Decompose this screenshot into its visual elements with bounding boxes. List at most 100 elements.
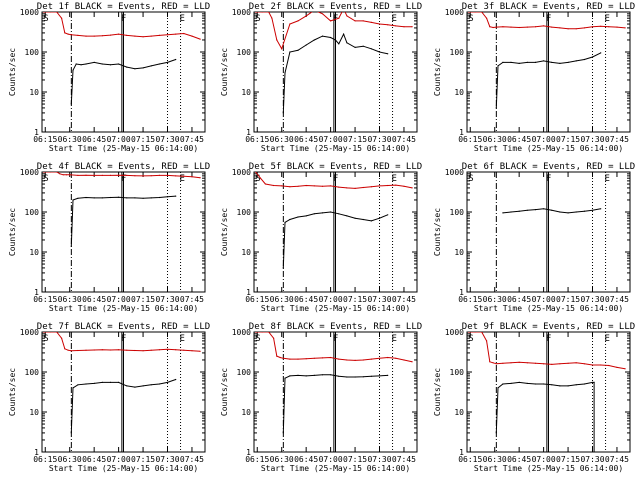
- data-point: [134, 197, 136, 199]
- marker-label: S: [43, 14, 48, 24]
- y-tick-label: 100: [25, 208, 40, 217]
- data-point: [510, 61, 512, 64]
- marker-label: F: [121, 174, 126, 184]
- data-point: [321, 374, 324, 376]
- data-point: [624, 368, 626, 370]
- x-tick-label: 06:45: [294, 295, 318, 304]
- data-point: [370, 375, 372, 377]
- marker-label: E: [605, 14, 610, 24]
- marker-label: S: [255, 174, 260, 184]
- data-point: [305, 184, 307, 187]
- data-point: [543, 208, 545, 210]
- data-point: [261, 332, 263, 333]
- data-point: [330, 356, 332, 359]
- data-point: [297, 216, 299, 218]
- data-point: [583, 210, 586, 212]
- x-tick-label: 07:00: [532, 295, 556, 304]
- data-point: [616, 26, 618, 28]
- marker-label: S: [255, 334, 260, 344]
- y-tick-label: 1: [459, 448, 464, 457]
- data-point: [526, 61, 528, 64]
- data-point: [70, 350, 72, 352]
- y-tick-label: 10: [241, 248, 251, 257]
- data-point: [346, 15, 348, 17]
- data-point: [334, 39, 337, 41]
- data-point: [150, 35, 152, 37]
- data-point: [495, 432, 497, 434]
- data-point: [199, 177, 201, 179]
- data-point: [510, 382, 512, 384]
- y-axis-label: Counts/sec: [220, 368, 229, 416]
- x-tick-label: 06:30: [270, 135, 294, 144]
- y-tick-label: 10: [241, 408, 251, 417]
- data-point: [395, 357, 397, 359]
- y-axis-label: Counts/sec: [433, 208, 442, 256]
- y-tick-label: 10: [454, 88, 464, 97]
- data-point: [330, 36, 332, 39]
- data-point: [158, 174, 160, 176]
- data-point: [591, 26, 594, 28]
- data-point: [118, 196, 120, 198]
- x-tick-label: 07:15: [343, 455, 367, 464]
- marker-label: E: [180, 14, 185, 24]
- data-point: [134, 68, 136, 70]
- y-tick-label: 10: [241, 88, 251, 97]
- data-point: [403, 26, 405, 28]
- x-tick-label: 07:00: [532, 455, 556, 464]
- data-point: [330, 20, 332, 22]
- y-tick-label: 10: [29, 408, 39, 417]
- data-point: [362, 218, 364, 221]
- data-point: [600, 25, 602, 27]
- data-point: [268, 12, 270, 13]
- data-point: [492, 26, 494, 29]
- data-point: [305, 215, 307, 217]
- data-point: [354, 359, 356, 361]
- data-point: [93, 349, 95, 351]
- data-point: [346, 42, 348, 44]
- data-point: [354, 217, 356, 219]
- data-point: [261, 12, 263, 13]
- data-point: [486, 17, 488, 19]
- data-point: [321, 35, 324, 37]
- x-tick-label: 07:45: [180, 135, 204, 144]
- data-point: [191, 35, 193, 37]
- data-point: [109, 196, 112, 199]
- data-point: [282, 112, 284, 114]
- data-point: [109, 381, 112, 383]
- data-point: [64, 32, 66, 34]
- data-point: [343, 33, 345, 35]
- y-tick-label: 1000: [232, 328, 251, 337]
- x-axis-label: Start Time (25-May-15 06:14:00): [474, 464, 623, 473]
- data-point: [330, 211, 332, 213]
- x-tick-label: 07:45: [180, 455, 204, 464]
- data-point: [534, 209, 537, 211]
- data-point: [183, 175, 185, 177]
- detector-panel: Det 7f BLACK = Events, RED = LLD 1 10 100 10…: [8, 322, 210, 473]
- series-line-events: [495, 381, 595, 452]
- x-axis-label: Start Time (25-May-15 06:14:00): [49, 304, 198, 313]
- data-point: [276, 355, 278, 357]
- data-point: [77, 197, 79, 199]
- x-tick-label: 07:00: [319, 135, 343, 144]
- data-point: [49, 12, 51, 13]
- data-point: [497, 65, 499, 67]
- data-point: [387, 184, 389, 187]
- data-point: [378, 217, 381, 219]
- data-point: [534, 383, 537, 385]
- data-point: [284, 72, 286, 74]
- data-point: [289, 186, 291, 188]
- x-tick-label: 06:30: [58, 455, 82, 464]
- x-tick-label: 07:30: [155, 455, 179, 464]
- data-point: [474, 12, 476, 13]
- data-point: [362, 186, 364, 189]
- data-point: [370, 186, 372, 188]
- data-point: [134, 175, 136, 177]
- data-point: [279, 356, 281, 359]
- data-point: [282, 267, 284, 269]
- x-tick-label: 07:15: [556, 455, 580, 464]
- x-tick-label: 06:15: [458, 135, 482, 144]
- data-point: [510, 211, 512, 213]
- data-point: [502, 26, 504, 28]
- x-tick-label: 07:00: [107, 295, 131, 304]
- data-point: [175, 378, 177, 381]
